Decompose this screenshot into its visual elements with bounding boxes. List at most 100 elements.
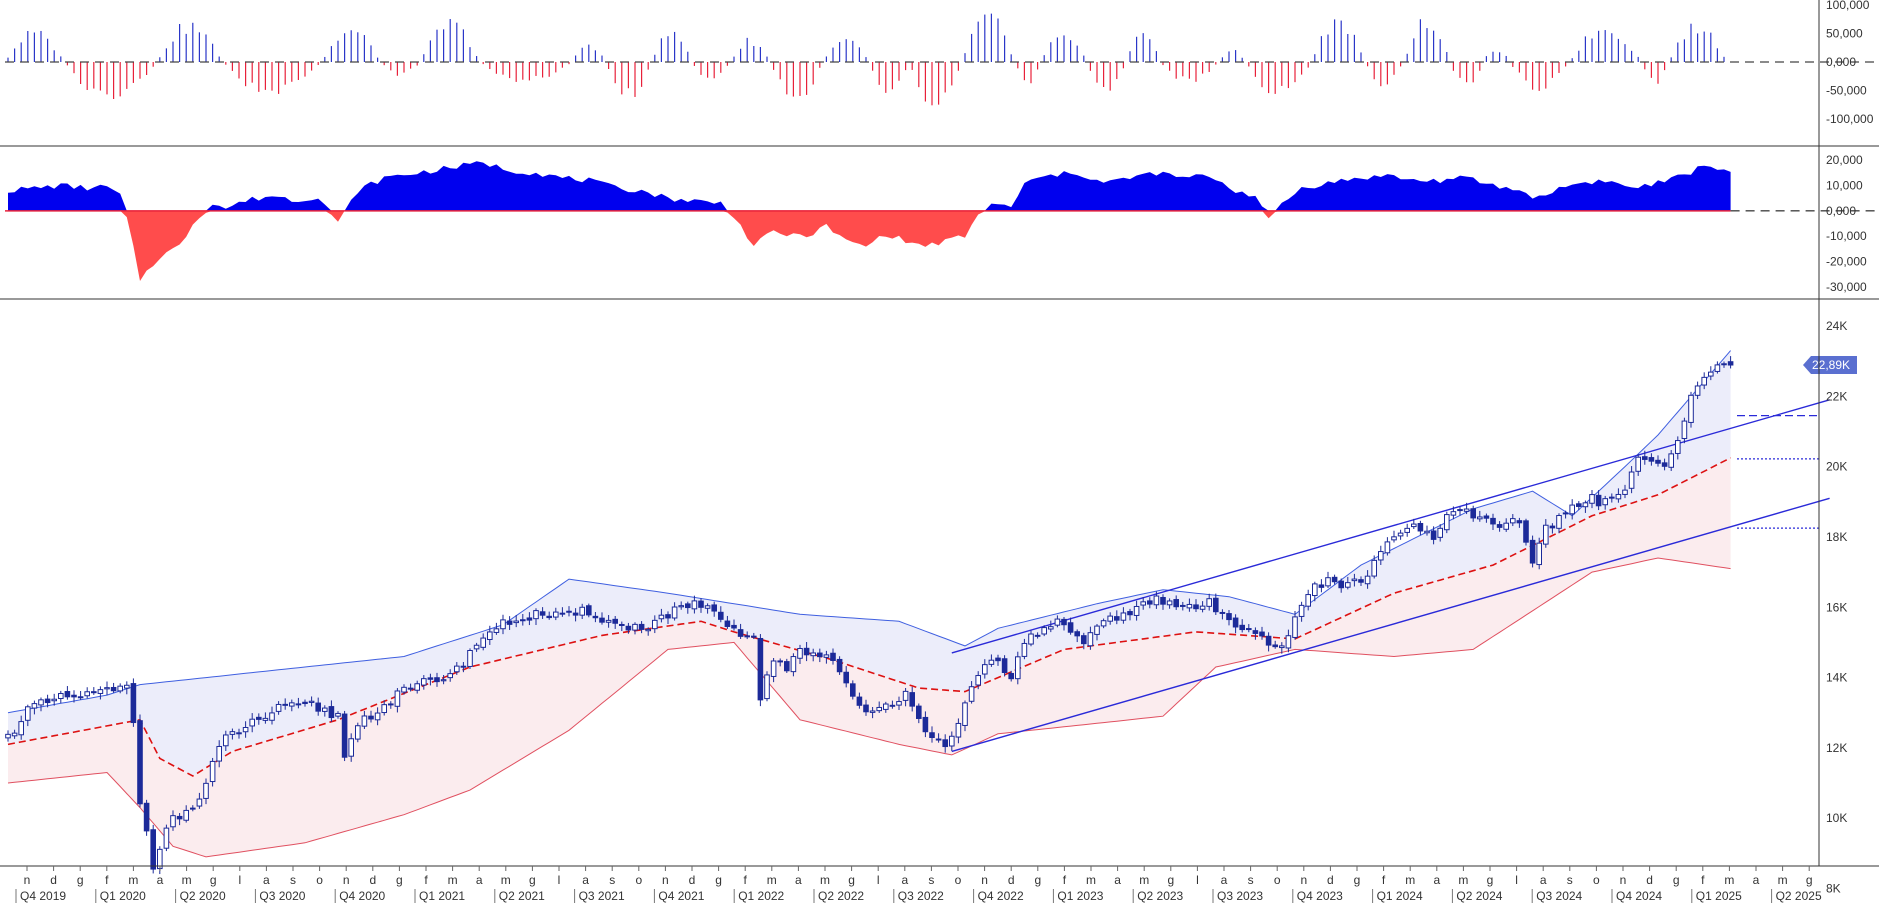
candle-body-down [843, 671, 850, 684]
candle-body-down [784, 661, 790, 672]
candle [216, 740, 222, 768]
candle [1180, 601, 1186, 611]
candle [1576, 501, 1582, 511]
candle [803, 642, 810, 662]
candle [1668, 450, 1675, 471]
candle-body-up [1602, 498, 1609, 506]
candle [407, 683, 414, 692]
month-label: f [1063, 873, 1067, 887]
candle-body-up [216, 745, 222, 762]
candle [1028, 630, 1034, 647]
candle-body-down [889, 704, 896, 707]
candle-body-down [1727, 361, 1734, 366]
candle-body-up [262, 717, 269, 721]
month-label: d [1327, 873, 1334, 887]
month-label: n [343, 873, 350, 887]
candle [1437, 524, 1444, 542]
month-label: g [1487, 873, 1494, 887]
month-label: a [795, 873, 802, 887]
candle-body-down [77, 696, 84, 699]
candle [1675, 436, 1681, 460]
candle [546, 611, 553, 620]
candle-body-down [110, 686, 117, 692]
candle-body-up [1041, 627, 1048, 635]
candle-body-up [1391, 536, 1397, 541]
candle [731, 619, 737, 631]
month-label: s [290, 873, 296, 887]
candle [242, 721, 249, 738]
candle-body-up [1635, 456, 1642, 472]
quarter-label: Q1 2024 [1377, 889, 1423, 903]
oscillator-y-tick: -30,000 [1826, 280, 1867, 294]
last-price-badge [1803, 356, 1857, 375]
candle-body-up [988, 659, 995, 665]
month-label: n [24, 873, 31, 887]
candle-body-down [427, 677, 434, 680]
quarter-label: Q2 2020 [180, 889, 226, 903]
candle-body-up [1675, 440, 1681, 454]
candle [1635, 454, 1642, 476]
candle-body-up [962, 702, 968, 726]
candle [1556, 513, 1562, 534]
candle [1681, 417, 1688, 444]
candle-body-up [883, 703, 889, 710]
candle [1008, 670, 1015, 682]
candle-body-up [949, 735, 955, 747]
candle [454, 662, 460, 675]
candle-body-down [718, 611, 724, 620]
candle-body-up [553, 611, 559, 618]
candle-body-up [1199, 605, 1206, 610]
candle-body-up [896, 701, 902, 706]
candle-body-up [203, 782, 209, 799]
candle [500, 614, 506, 635]
candle-body-up [764, 674, 770, 700]
price-y-tick: 10K [1826, 811, 1847, 825]
candle-body-up [348, 738, 354, 757]
oscillator-y-tick: 20,000 [1826, 153, 1863, 167]
candle [196, 792, 203, 809]
month-label: n [981, 873, 988, 887]
candle-body-down [1259, 631, 1265, 637]
candle [117, 683, 124, 694]
candle [506, 616, 513, 630]
candle-body-up [1569, 504, 1576, 515]
candle [1100, 618, 1107, 629]
histogram-y-tick: 0,000 [1826, 55, 1856, 69]
candle [335, 711, 341, 719]
candle [1615, 488, 1622, 503]
candle [830, 648, 836, 665]
candle-body-up [1345, 582, 1351, 588]
candle [889, 700, 896, 709]
candle [1721, 361, 1727, 368]
candle [1463, 502, 1470, 515]
month-label: m [1405, 873, 1415, 887]
price-y-tick: 20K [1826, 460, 1847, 474]
candle-body-up [704, 605, 711, 609]
quarter-label: Q1 2025 [1696, 889, 1742, 903]
candle [1133, 600, 1140, 621]
candle-body-down [1232, 617, 1239, 628]
month-label: g [1806, 873, 1813, 887]
candle-body-up [1444, 514, 1450, 531]
candle-body-up [381, 704, 387, 714]
candle [1226, 609, 1232, 626]
candle [434, 672, 440, 687]
candle-body-up [1688, 394, 1694, 423]
candle-body-up [790, 656, 797, 673]
candle [322, 705, 328, 717]
candle-body-up [117, 685, 124, 692]
candle [995, 654, 1001, 666]
candle [1364, 570, 1371, 589]
quarter-label: Q3 2024 [1536, 889, 1582, 903]
candle-body-down [599, 617, 605, 623]
candle-body-up [269, 712, 275, 721]
candle-body-up [1034, 634, 1041, 637]
candle [1186, 598, 1193, 612]
month-label: m [1139, 873, 1149, 887]
candle-body-up [473, 644, 480, 650]
candle-body-down [665, 614, 671, 619]
candle [645, 627, 652, 636]
candle [1305, 589, 1312, 611]
candle-body-up [1298, 604, 1305, 617]
candle-body-up [295, 703, 302, 706]
